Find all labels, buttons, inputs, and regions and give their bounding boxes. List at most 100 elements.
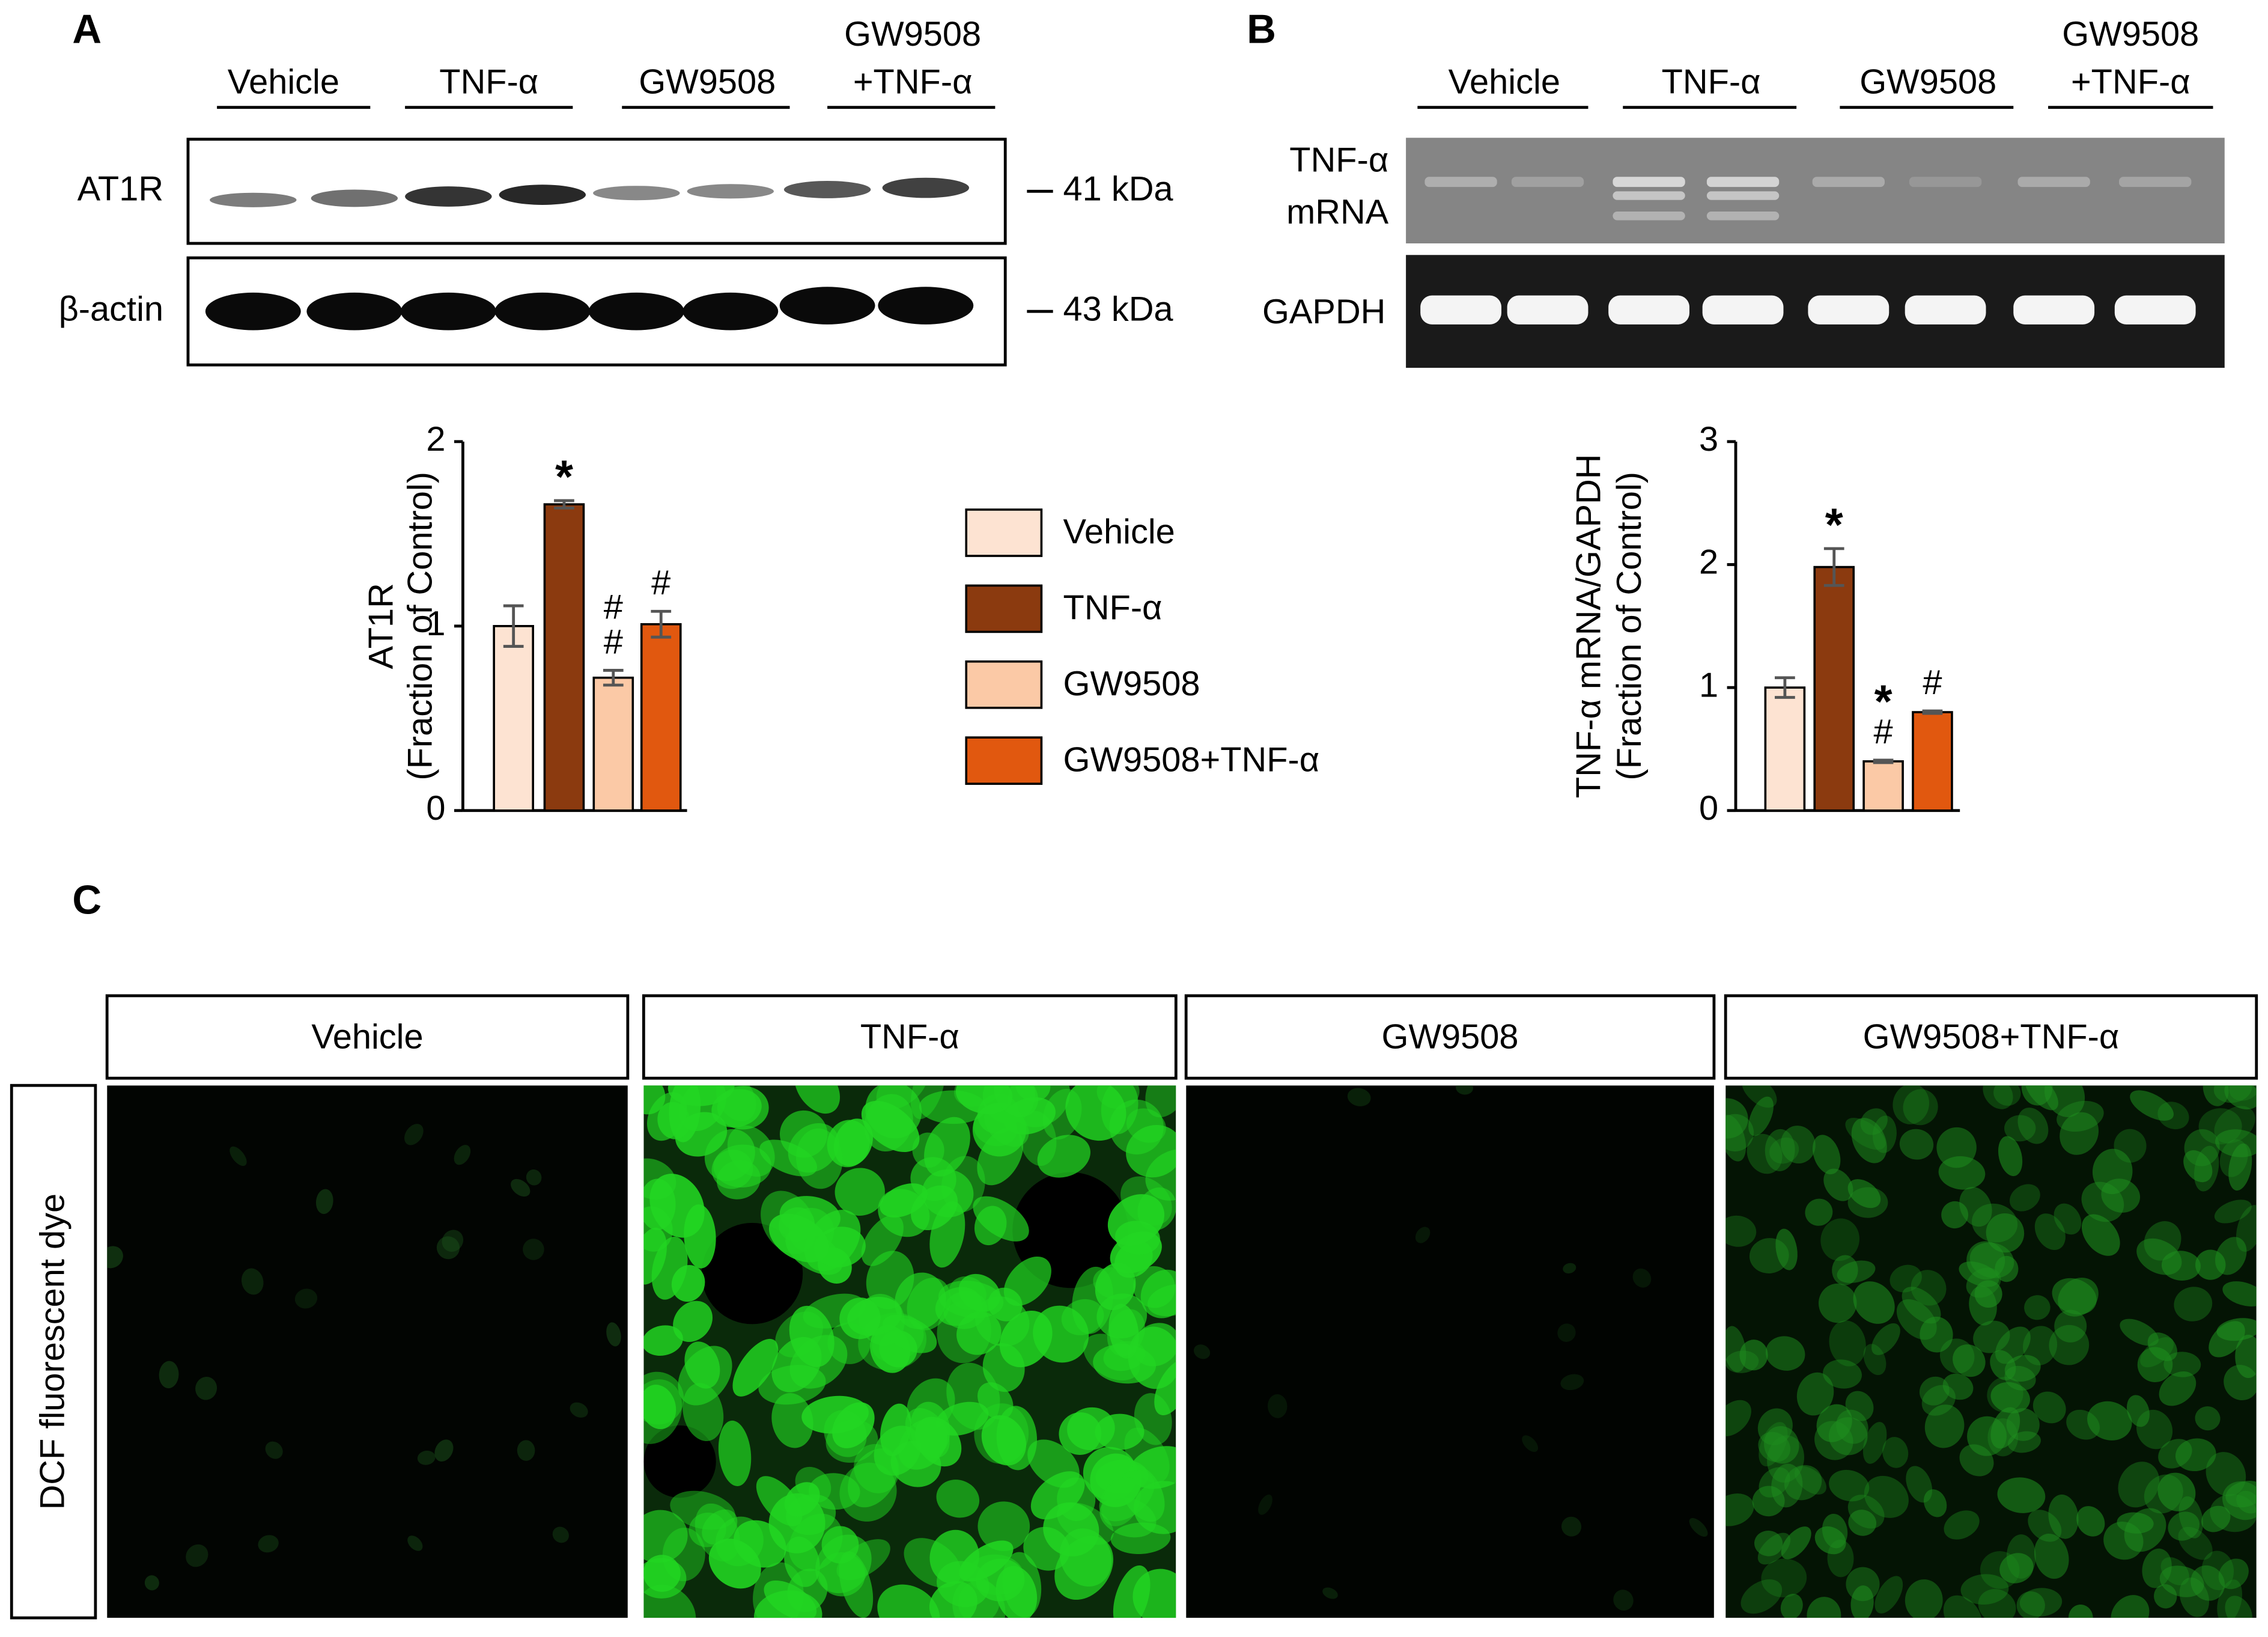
cell [2159, 1565, 2204, 1597]
cell [1829, 1469, 1870, 1502]
lane-group-label: Vehicle [1449, 62, 1560, 101]
cell [814, 1227, 866, 1267]
cell [1193, 1344, 1211, 1359]
cell [956, 1311, 1002, 1355]
significance-mark: # [1923, 663, 1942, 702]
y-axis-label: TNF-α mRNA/GAPDH [1570, 454, 1608, 799]
cell [1560, 1374, 1584, 1391]
cell [1126, 1108, 1166, 1143]
cell [1893, 1085, 1930, 1124]
cell [2222, 1481, 2257, 1520]
cell [683, 1383, 724, 1442]
cell [1832, 1255, 1858, 1285]
gel-band [2017, 177, 2090, 187]
cell [704, 1129, 755, 1181]
cell [2007, 1431, 2041, 1453]
column-header: TNF-α [860, 1017, 959, 1056]
cell [1850, 1585, 1874, 1618]
cell [2114, 1129, 2147, 1163]
legend-swatch [965, 508, 1043, 557]
row-label: AT1R [78, 170, 163, 209]
cell [1814, 1526, 1846, 1555]
cell [877, 1584, 940, 1618]
cell [1763, 1425, 1799, 1464]
legend-label: TNF-α [1063, 589, 1163, 627]
cell [1347, 1088, 1371, 1106]
cell [771, 1393, 813, 1448]
cell [1110, 1522, 1171, 1554]
cell [195, 1377, 217, 1400]
cell [2118, 1462, 2160, 1508]
blot-band [779, 287, 875, 325]
cell [1953, 1344, 1986, 1377]
cell [2058, 1278, 2099, 1317]
cell [407, 1535, 423, 1551]
cell [2057, 1100, 2104, 1132]
cell [517, 1440, 535, 1461]
cell [880, 1183, 928, 1218]
gel-band [1507, 295, 1589, 325]
cell [973, 1196, 1029, 1242]
cell [1812, 1135, 1841, 1175]
gel-band [1511, 177, 1584, 187]
cell [795, 1128, 843, 1189]
cell [643, 1158, 676, 1200]
lane-group-label: +TNF-α [2071, 62, 2190, 101]
micrograph-bg [107, 1085, 628, 1618]
cell [977, 1501, 1030, 1552]
y-tick-label: 2 [426, 420, 445, 459]
cell [404, 1124, 424, 1145]
cell [1860, 1108, 1888, 1135]
significance-mark: * [1874, 676, 1893, 728]
cell [959, 1540, 1014, 1582]
lane-group-label: +TNF-α [853, 62, 973, 101]
lane-group-label: TNF-α [439, 62, 538, 101]
cell [511, 1178, 531, 1197]
gel-band [1808, 295, 1889, 325]
cell [1920, 1316, 1953, 1353]
cell [1095, 1413, 1145, 1450]
cell [825, 1419, 878, 1463]
cell [2076, 1506, 2105, 1537]
cell [2025, 1085, 2058, 1111]
blot-band [405, 186, 492, 207]
cell [1145, 1085, 1176, 1118]
cell [2009, 1184, 2040, 1212]
cell [2183, 1150, 2213, 1183]
cell [981, 1415, 1027, 1466]
row-label: GAPDH [1262, 293, 1385, 331]
cell [1936, 1127, 1977, 1168]
cell [912, 1132, 944, 1168]
cell [1037, 1135, 1090, 1178]
y-axis-label: AT1R [362, 583, 400, 669]
cell [2068, 1604, 2093, 1618]
cell [2137, 1347, 2173, 1382]
cell [1853, 1281, 1895, 1324]
cell [2023, 1326, 2058, 1365]
dark-gap [701, 1222, 803, 1325]
cell [1322, 1587, 1338, 1599]
significance-mark: # [651, 564, 670, 602]
cell [1739, 1340, 1768, 1371]
gel-band [1613, 177, 1685, 187]
cell [1099, 1470, 1155, 1522]
panel-letter: B [1247, 7, 1276, 52]
cell [1823, 1359, 1862, 1389]
cell [1966, 1241, 2005, 1280]
gel-band [1909, 177, 1982, 187]
cell [1902, 1287, 1941, 1324]
cell [2168, 1511, 2200, 1541]
cell [230, 1146, 247, 1166]
cell [2179, 1577, 2210, 1617]
cell [833, 1118, 873, 1166]
cell [794, 1085, 841, 1114]
cell [2130, 1090, 2174, 1121]
gel-band [2013, 295, 2095, 325]
cell [1899, 1129, 1934, 1160]
cell [1725, 1493, 1754, 1526]
lane-group-label: TNF-α [1662, 62, 1761, 101]
y-axis-label: (Fraction of Control) [401, 472, 439, 781]
gel-band [1706, 212, 1780, 221]
error-bar [1922, 709, 1943, 715]
gel-band [1613, 191, 1685, 200]
